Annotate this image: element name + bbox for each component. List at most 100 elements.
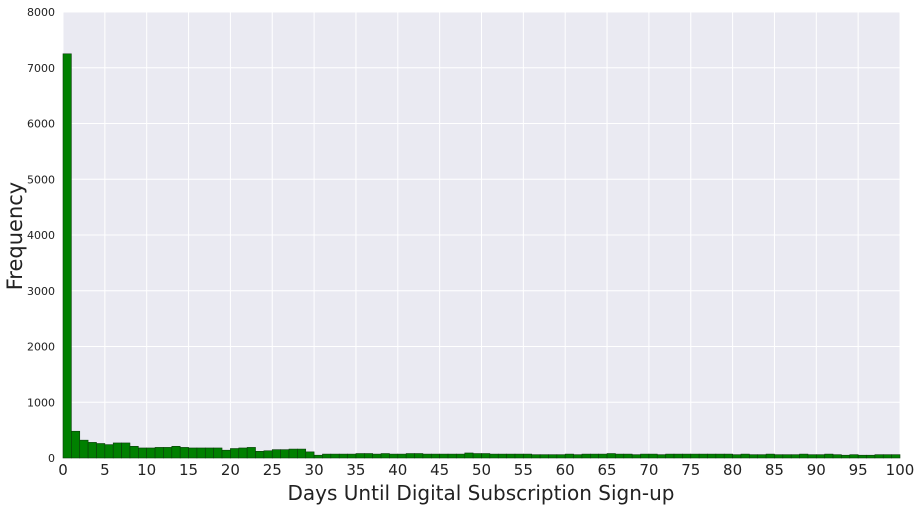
histogram-bar <box>866 454 876 459</box>
y-axis-label: Frequency <box>3 182 27 291</box>
histogram-bar <box>246 447 256 459</box>
histogram-bar <box>590 453 599 459</box>
x-tick-label: 60 <box>556 461 575 479</box>
histogram-bar <box>179 447 189 459</box>
histogram-bar <box>489 453 499 459</box>
y-tick-label: 8000 <box>27 6 55 19</box>
x-tick-label: 35 <box>346 461 365 479</box>
x-tick-label: 40 <box>388 461 407 479</box>
histogram-bar <box>690 453 700 459</box>
histogram-bar <box>154 447 164 459</box>
histogram-bar <box>188 447 198 459</box>
histogram-bar <box>581 453 591 459</box>
histogram-bar <box>682 453 692 459</box>
histogram-bar <box>263 450 273 459</box>
y-tick-label: 3000 <box>27 285 55 298</box>
y-tick-label: 2000 <box>27 341 55 354</box>
histogram-bar <box>824 453 834 459</box>
histogram-bar <box>631 454 641 459</box>
histogram-bar <box>514 453 524 459</box>
x-tick-label: 100 <box>886 461 915 479</box>
histogram-bar <box>707 453 717 459</box>
histogram-bar <box>497 453 507 459</box>
histogram-bar <box>255 451 265 459</box>
histogram-bar <box>815 454 825 459</box>
histogram-bar <box>347 453 357 459</box>
histogram-bar <box>355 453 365 459</box>
x-tick-label: 5 <box>100 461 110 479</box>
histogram-bar <box>481 453 491 459</box>
histogram-bar <box>698 453 708 459</box>
histogram-bar <box>841 454 851 459</box>
histogram-bar <box>832 454 842 459</box>
histogram-bar <box>715 453 725 459</box>
x-tick-label: 65 <box>598 461 617 479</box>
histogram-bar <box>414 453 424 459</box>
y-tick-label: 5000 <box>27 173 55 186</box>
histogram-bar <box>531 454 541 459</box>
histogram-bar <box>364 453 373 459</box>
histogram-bar <box>112 442 122 459</box>
histogram-bar <box>196 447 206 459</box>
x-tick-label: 80 <box>723 461 742 479</box>
histogram-bar <box>204 447 214 459</box>
histogram-bar <box>523 453 533 459</box>
histogram-bar <box>138 447 148 459</box>
histogram-bar <box>338 453 348 459</box>
x-tick-label: 95 <box>849 461 868 479</box>
histogram-bar <box>615 453 625 459</box>
histogram-bar <box>757 454 767 459</box>
histogram-bar <box>807 454 817 459</box>
histogram-bar <box>640 453 650 459</box>
x-tick-label: 45 <box>430 461 449 479</box>
histogram-bar <box>121 442 131 459</box>
histogram-bars <box>62 53 901 459</box>
histogram-bar <box>62 53 72 459</box>
x-tick-label: 30 <box>305 461 324 479</box>
y-tick-label: 6000 <box>27 118 55 131</box>
histogram-bar <box>129 445 139 459</box>
histogram-bar <box>472 453 482 459</box>
histogram-bar <box>799 453 809 459</box>
histogram-bar <box>749 454 759 459</box>
histogram-bar <box>280 449 290 459</box>
x-tick-label: 15 <box>179 461 198 479</box>
histogram-bar <box>297 448 307 459</box>
histogram-bar <box>790 454 800 459</box>
histogram-bar <box>171 445 181 459</box>
histogram-bar <box>221 449 231 459</box>
histogram-bar <box>447 453 457 459</box>
histogram-bar <box>774 454 784 459</box>
histogram-bar <box>305 451 315 459</box>
x-tick-label: 85 <box>765 461 784 479</box>
x-tick-label: 0 <box>58 461 68 479</box>
x-tick-label: 55 <box>514 461 533 479</box>
histogram-bar <box>673 453 683 459</box>
histogram-bar <box>874 454 884 459</box>
y-tick-label: 7000 <box>27 62 55 75</box>
histogram-bar <box>79 439 89 459</box>
grid-lines <box>62 11 901 459</box>
histogram-bar <box>405 453 415 459</box>
histogram-bar <box>882 454 892 459</box>
histogram-bar <box>439 453 449 459</box>
histogram-bar <box>464 452 474 459</box>
histogram-bar <box>288 448 298 459</box>
histogram-bar <box>656 454 666 459</box>
histogram-bar <box>556 454 566 459</box>
x-tick-label: 90 <box>807 461 826 479</box>
histogram-bar <box>330 453 340 459</box>
y-axis-ticks: 0 1000 2000 3000 4000 5000 6000 7000 8000 <box>27 6 55 465</box>
histogram-bar <box>548 454 558 459</box>
histogram-bar <box>322 453 332 459</box>
histogram-bar <box>723 453 733 459</box>
x-tick-label: 20 <box>221 461 240 479</box>
histogram-bar <box>506 453 516 459</box>
x-tick-label: 70 <box>639 461 658 479</box>
histogram-bar <box>230 448 240 459</box>
histogram-bar <box>732 454 742 459</box>
histogram-bar <box>238 447 248 459</box>
histogram-bar <box>648 453 658 459</box>
histogram-bar <box>313 454 323 459</box>
